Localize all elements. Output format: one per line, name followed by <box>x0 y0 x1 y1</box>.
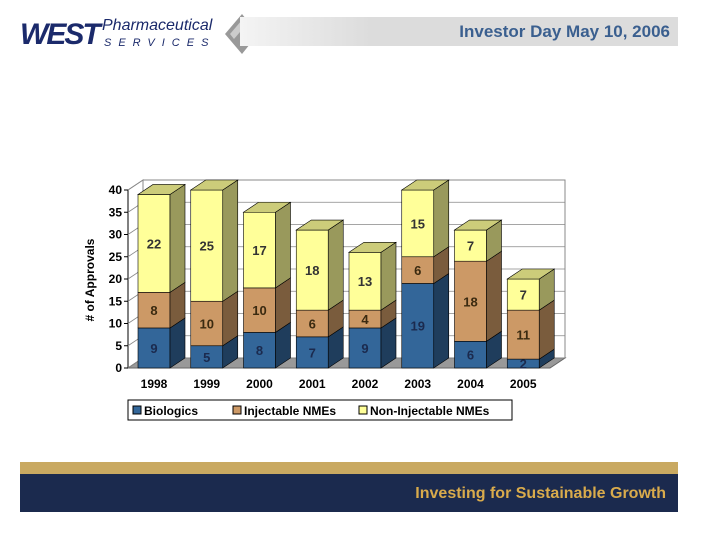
footer-gold-band <box>20 462 678 474</box>
x-tick-label: 2002 <box>352 377 379 391</box>
bar-top <box>137 184 186 195</box>
data-label: 25 <box>200 239 214 254</box>
data-label: 15 <box>411 216 425 231</box>
bar-front-non-injectable-nmes <box>454 229 487 262</box>
bar-side <box>486 250 502 342</box>
bar-front-non-injectable-nmes <box>137 194 171 293</box>
bar-side <box>327 219 344 311</box>
x-tick-label: 1998 <box>141 377 168 391</box>
bar-top <box>189 179 239 191</box>
svg-text:Pharmaceutical: Pharmaceutical <box>102 17 213 34</box>
bar-front-biologics <box>401 283 435 369</box>
legend-swatch <box>232 405 242 415</box>
data-label: 22 <box>147 236 161 251</box>
legend-swatch <box>132 405 142 415</box>
bar-front-biologics <box>137 327 171 369</box>
data-label: 18 <box>463 294 477 309</box>
data-label: 8 <box>256 343 263 358</box>
x-tick-label: 2005 <box>510 377 537 391</box>
bar-front-non-injectable-nmes <box>243 211 276 289</box>
footer-navy-band <box>20 474 678 512</box>
legend-swatch <box>358 405 368 415</box>
y-tick-label: 5 <box>115 339 122 353</box>
data-label: 10 <box>200 317 214 332</box>
header-bar <box>240 17 678 46</box>
bar-top <box>242 201 292 213</box>
x-tick-label: 2000 <box>246 377 273 391</box>
bar-top <box>295 219 345 231</box>
legend-entry: Biologics <box>144 404 198 418</box>
data-label: 8 <box>150 303 157 318</box>
legend-box <box>127 399 513 421</box>
data-label: 7 <box>467 239 474 254</box>
y-tick-label: 30 <box>109 228 123 242</box>
y-tick-label: 0 <box>115 361 122 375</box>
data-label: 10 <box>252 303 266 318</box>
bar-front-biologics <box>295 336 329 369</box>
footer-tagline: Investing for Sustainable Growth <box>415 485 666 502</box>
svg-text:WEST: WEST <box>20 18 103 51</box>
bar-side <box>433 272 450 369</box>
bar-front-non-injectable-nmes <box>190 189 224 302</box>
y-tick-label: 10 <box>109 317 123 331</box>
data-label: 13 <box>358 274 372 289</box>
data-label: 6 <box>414 263 421 278</box>
data-label: 6 <box>467 348 474 363</box>
data-label: 5 <box>203 350 210 365</box>
bar-front-injectable-nmes <box>295 309 329 338</box>
bar-front-biologics <box>454 340 487 369</box>
data-label: 6 <box>309 317 316 332</box>
legend-entry: Non-Injectable NMEs <box>370 404 490 418</box>
data-label: 2 <box>520 357 527 372</box>
bar-side <box>275 201 291 289</box>
y-tick-label: 15 <box>109 294 123 308</box>
x-tick-label: 2004 <box>457 377 484 391</box>
data-label: 17 <box>252 243 266 258</box>
legend-entry: Injectable NMEs <box>244 404 336 418</box>
bar-front-injectable-nmes <box>506 309 540 360</box>
legend: Biologics Injectable NMEs Non-Injectable N… <box>127 399 513 421</box>
y-axis-label: # of Approvals <box>83 238 97 321</box>
bar-side <box>433 179 450 258</box>
west-logo: WEST Pharmaceutical SERVICES <box>20 12 260 59</box>
x-tick-label: 1999 <box>193 377 220 391</box>
data-label: 9 <box>150 341 157 356</box>
data-label: 7 <box>309 345 316 360</box>
x-tick-label: 2003 <box>404 377 431 391</box>
y-tick-label: 25 <box>109 250 123 264</box>
data-label: 9 <box>361 341 368 356</box>
data-label: 18 <box>305 263 319 278</box>
data-label: 4 <box>361 312 369 327</box>
svg-text:SERVICES: SERVICES <box>104 37 215 49</box>
header-title: Investor Day May 10, 2006 <box>459 22 670 41</box>
y-tick-label: 20 <box>109 272 123 286</box>
data-label: 7 <box>520 288 527 303</box>
bar-front-biologics <box>348 327 382 369</box>
bar-top <box>400 179 450 191</box>
y-tick-label: 40 <box>109 183 123 197</box>
bar-top <box>453 219 503 231</box>
data-label: 19 <box>411 319 425 334</box>
bar-side <box>169 183 186 293</box>
x-tick-label: 2001 <box>299 377 326 391</box>
bar-front-injectable-nmes <box>243 287 276 333</box>
bar-top <box>348 242 397 253</box>
data-label: 11 <box>516 328 530 343</box>
bar-side <box>380 241 397 311</box>
bar-top <box>506 268 556 280</box>
y-tick-label: 35 <box>109 205 123 219</box>
bar-side <box>222 179 239 302</box>
